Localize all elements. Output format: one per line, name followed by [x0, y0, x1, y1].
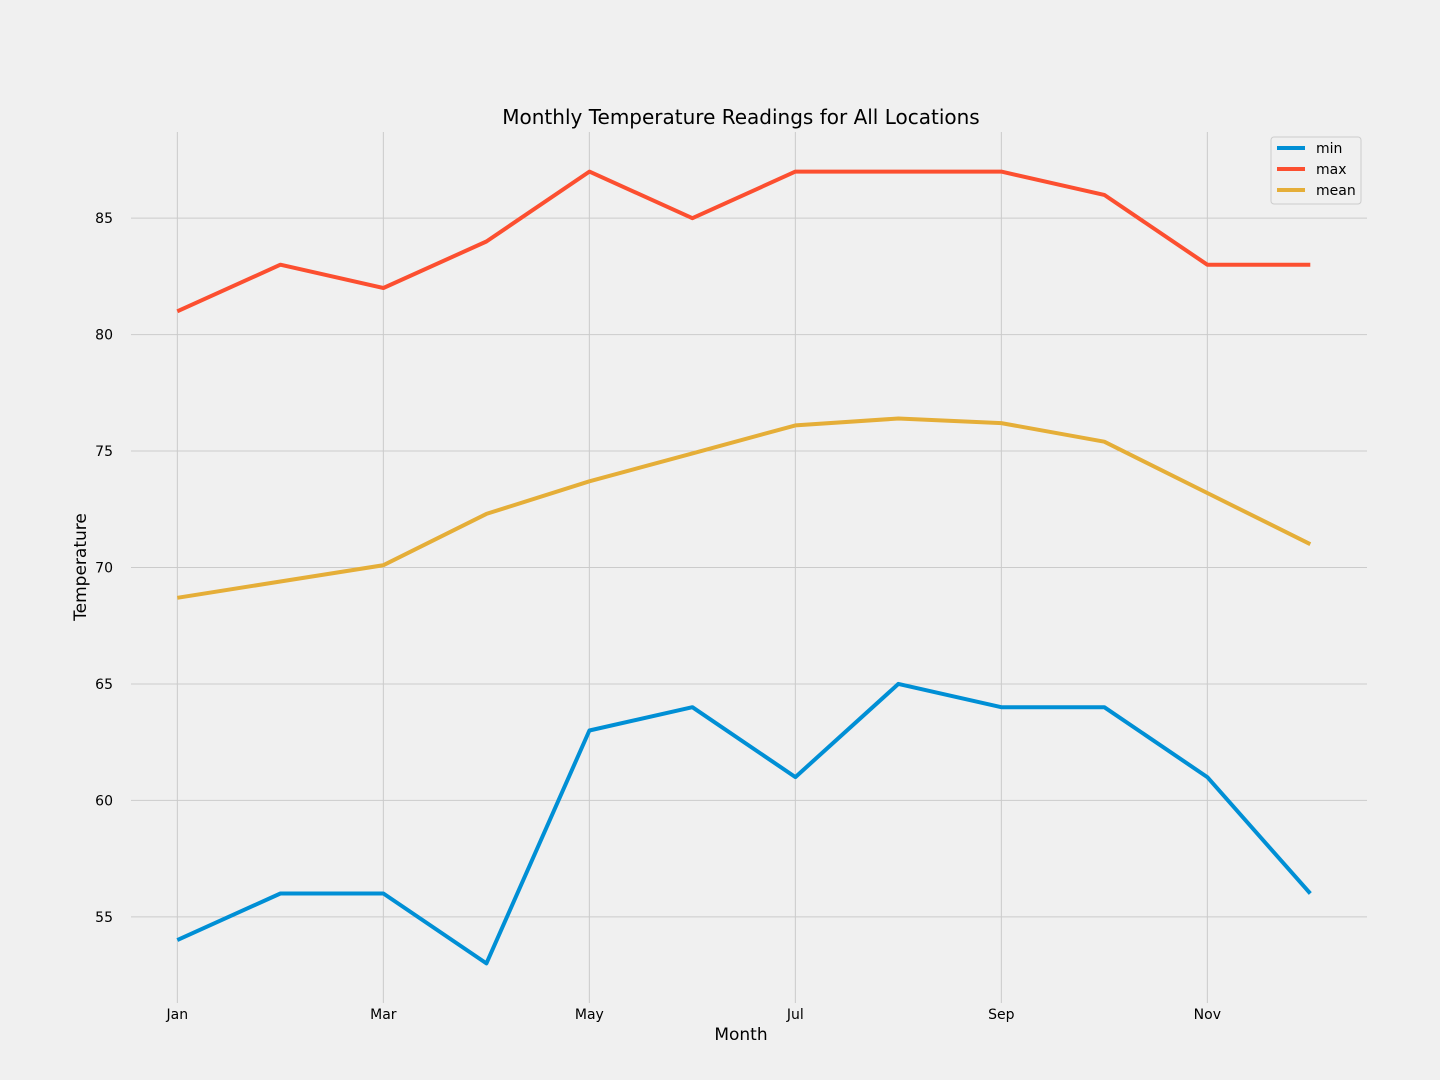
x-axis-label: Month: [714, 1025, 767, 1045]
series-line-min: [176, 681, 1312, 966]
x-tick-label: Mar: [370, 1007, 397, 1023]
y-tick-label: 70: [95, 561, 113, 577]
y-tick-label: 55: [95, 910, 113, 926]
x-tick-label: Jul: [786, 1007, 804, 1023]
y-tick-label: 60: [95, 793, 113, 809]
y-tick-label: 80: [95, 328, 113, 344]
series-line-max: [176, 169, 1311, 314]
legend: min max mean: [1270, 136, 1362, 205]
y-tick-labels: 55 60 65 70 75 80 85: [95, 211, 113, 926]
legend-label-min: min: [1316, 141, 1342, 157]
legend-label-max: max: [1316, 162, 1347, 178]
chart-title: Monthly Temperature Readings for All Loc…: [502, 105, 979, 129]
series-line-mean: [176, 416, 1312, 600]
x-tick-label: May: [575, 1007, 604, 1023]
x-tick-label: Jan: [166, 1007, 189, 1023]
y-tick-label: 65: [95, 677, 113, 693]
legend-box: [1270, 136, 1362, 205]
y-axis-label: Temperature: [71, 513, 91, 622]
legend-label-mean: mean: [1316, 183, 1356, 199]
x-tick-label: Nov: [1194, 1007, 1221, 1023]
x-tick-labels: Jan Mar May Jul Sep Nov: [166, 1007, 1221, 1023]
series-lines: [176, 169, 1312, 966]
y-tick-label: 85: [95, 211, 113, 227]
grid-lines: [131, 132, 1367, 1003]
x-tick-label: Sep: [988, 1007, 1015, 1023]
y-tick-label: 75: [95, 444, 113, 460]
